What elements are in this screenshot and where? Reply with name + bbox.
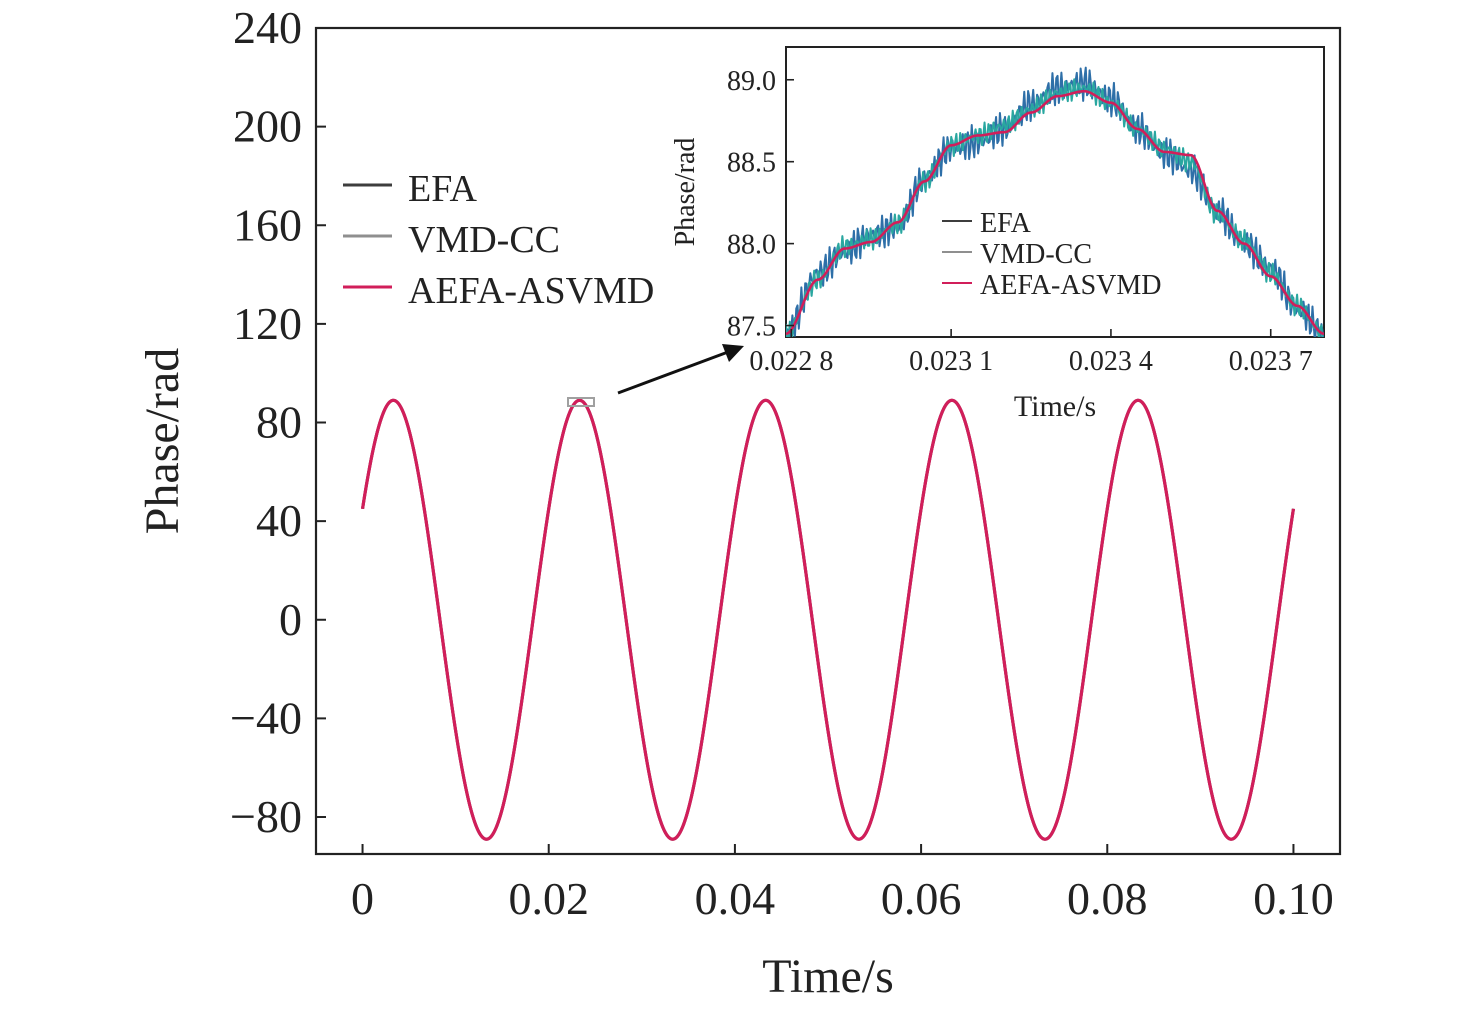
x-tick-label: 0.04 bbox=[695, 873, 776, 924]
inset-axis-ticks: 87.5 88.0 88.5 89.0 0.022 8 0.023 1 0.023 4 0.0… bbox=[727, 66, 1313, 377]
y-tick-label: 200 bbox=[233, 101, 302, 152]
inset-series-group bbox=[786, 66, 1324, 337]
inset-y-tick-label: 88.5 bbox=[727, 148, 776, 179]
inset-legend-label: EFA bbox=[980, 208, 1032, 239]
legend-label: AEFA-ASVMD bbox=[408, 270, 654, 312]
y-tick-label: 120 bbox=[233, 298, 302, 349]
zoom-box bbox=[567, 397, 595, 407]
series-line-vmd-cc bbox=[361, 398, 1295, 841]
y-tick-label: 160 bbox=[233, 199, 302, 250]
y-tick-label: 0 bbox=[279, 594, 302, 645]
inset-series-line-efa bbox=[786, 66, 1324, 337]
y-tick-label: −80 bbox=[230, 791, 302, 842]
inset-y-tick-label: 88.0 bbox=[727, 230, 776, 261]
x-tick-label: 0 bbox=[351, 873, 374, 924]
legend-label: VMD-CC bbox=[408, 219, 560, 261]
series-line-efa bbox=[361, 398, 1295, 841]
inset-chart: 87.5 88.0 88.5 89.0 0.022 8 0.023 1 0.023 4 0.0… bbox=[670, 46, 1325, 423]
y-tick-label: 40 bbox=[256, 495, 302, 546]
inset-series-line-aefa-asvmd bbox=[786, 89, 1324, 336]
x-tick-label: 0.06 bbox=[881, 873, 962, 924]
x-tick-label: 0.08 bbox=[1067, 873, 1148, 924]
x-tick-label: 0.02 bbox=[508, 873, 589, 924]
inset-legend-label: AEFA-ASVMD bbox=[980, 270, 1162, 301]
inset-y-tick-label: 87.5 bbox=[727, 312, 776, 343]
inset-y-axis-label: Phase/rad bbox=[670, 138, 701, 247]
zoom-arrow bbox=[617, 350, 729, 395]
main-y-axis-label: Phase/rad bbox=[136, 348, 189, 535]
main-plot-frame bbox=[314, 26, 1342, 856]
legend-label: EFA bbox=[408, 168, 478, 210]
main-axis-ticks: −80 −40 0 40 80 120 160 200 240 0 0.02 0.04 0.06 0.08… bbox=[230, 2, 1334, 924]
inset-x-tick-label: 0.022 8 bbox=[749, 346, 833, 377]
inset-x-tick-label: 0.023 1 bbox=[909, 346, 993, 377]
zoom-arrowhead bbox=[722, 344, 744, 362]
series-line-aefa-asvmd bbox=[360, 398, 1296, 841]
main-legend: EFA VMD-CC AEFA-ASVMD bbox=[343, 168, 654, 312]
inset-legend-label: VMD-CC bbox=[980, 239, 1092, 270]
inset-y-tick-label: 89.0 bbox=[727, 66, 776, 97]
main-chart: −80 −40 0 40 80 120 160 200 240 0 0.02 0.04 0.06 0.08… bbox=[136, 2, 1342, 1003]
main-x-axis-label: Time/s bbox=[762, 950, 894, 1003]
y-tick-label: 80 bbox=[256, 397, 302, 448]
inset-x-tick-label: 0.023 4 bbox=[1069, 346, 1153, 377]
y-tick-label: 240 bbox=[233, 2, 302, 53]
main-series-group bbox=[360, 398, 1296, 841]
y-tick-label: −40 bbox=[230, 692, 302, 743]
x-tick-label: 0.10 bbox=[1253, 873, 1334, 924]
inset-x-tick-label: 0.023 7 bbox=[1229, 346, 1313, 377]
inset-x-axis-label: Time/s bbox=[1014, 390, 1096, 423]
